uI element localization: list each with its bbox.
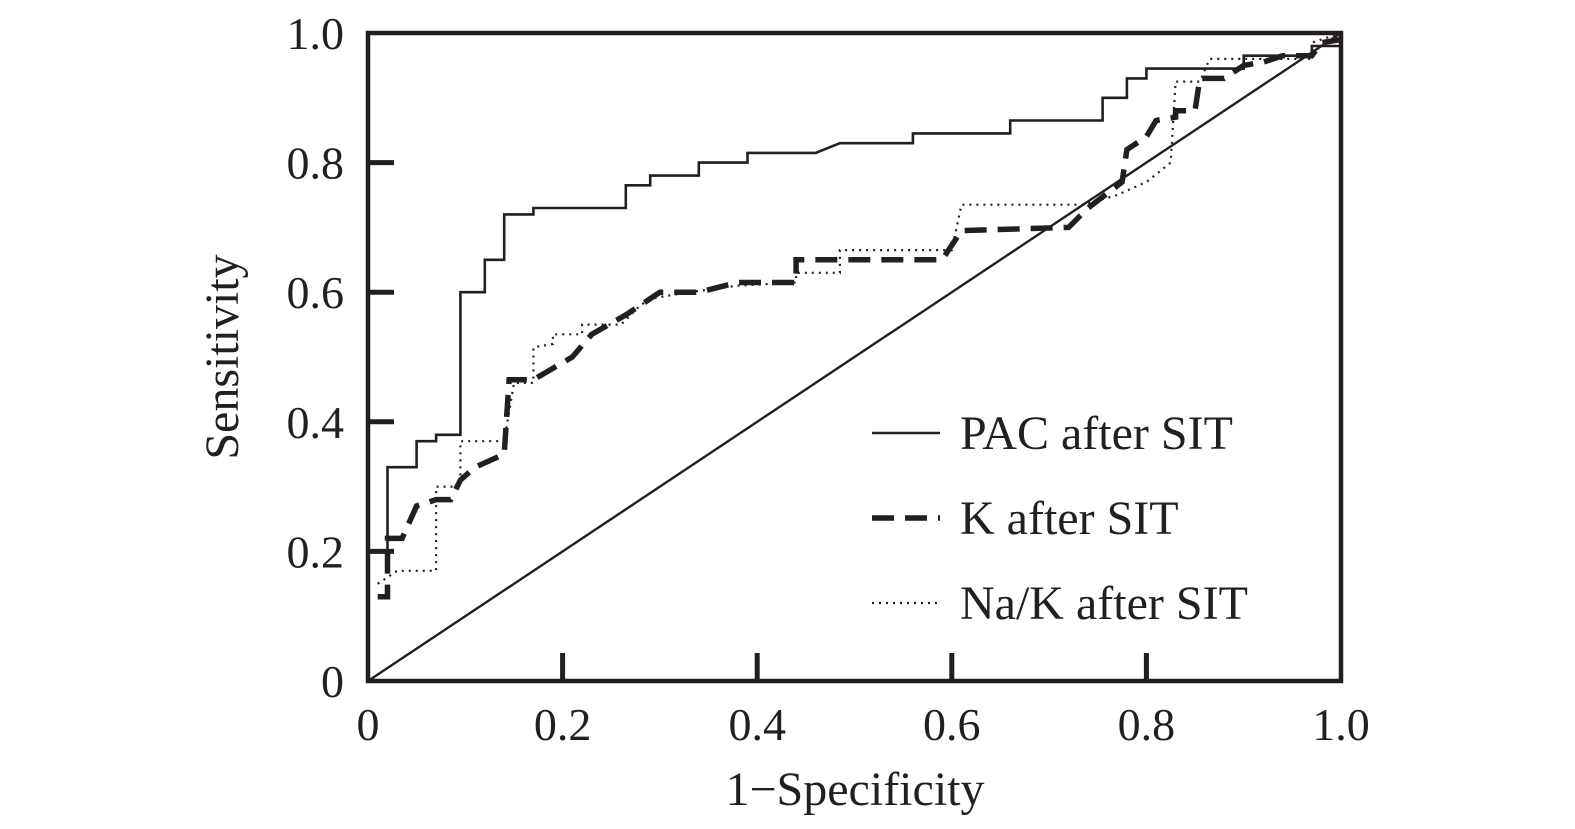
y-tick-label: 0.6 <box>287 267 345 318</box>
reference-diagonal-line <box>367 32 1342 682</box>
x-tick-label: 0.2 <box>534 699 592 750</box>
x-tick-label: 0 <box>357 699 380 750</box>
x-tick-label: 0.6 <box>923 699 981 750</box>
y-tick-label: 0.4 <box>287 397 345 448</box>
series-line-k-after-sit <box>377 36 1342 600</box>
x-tick-label: 0.8 <box>1118 699 1176 750</box>
y-axis-title: Sensitivity <box>196 254 249 459</box>
plot-content <box>367 31 1343 682</box>
legend-label: PAC after SIT <box>960 407 1233 460</box>
x-axis-title: 1−Specificity <box>725 763 984 816</box>
series-line-na-k-after-sit <box>377 31 1342 585</box>
legend: PAC after SIT K after SIT Na/K after SIT <box>872 407 1248 630</box>
x-tick-label: 0.4 <box>728 699 786 750</box>
axis-ticks <box>368 160 1149 681</box>
series-line-pac-after-sit <box>368 33 1343 553</box>
legend-label: Na/K after SIT <box>960 577 1248 630</box>
y-tick-label: 0 <box>321 656 344 707</box>
axis-tick-labels: 0 0.2 0.4 0.6 0.8 1.0 0 0.2 0.4 0.6 0.8 1.0 <box>287 8 1370 750</box>
y-tick-label: 0.8 <box>287 138 345 189</box>
legend-label: K after SIT <box>960 492 1179 545</box>
x-tick-label: 1.0 <box>1312 699 1370 750</box>
y-tick-label: 0.2 <box>287 526 345 577</box>
y-tick-label: 1.0 <box>287 8 345 59</box>
plot-frame <box>365 30 1344 684</box>
